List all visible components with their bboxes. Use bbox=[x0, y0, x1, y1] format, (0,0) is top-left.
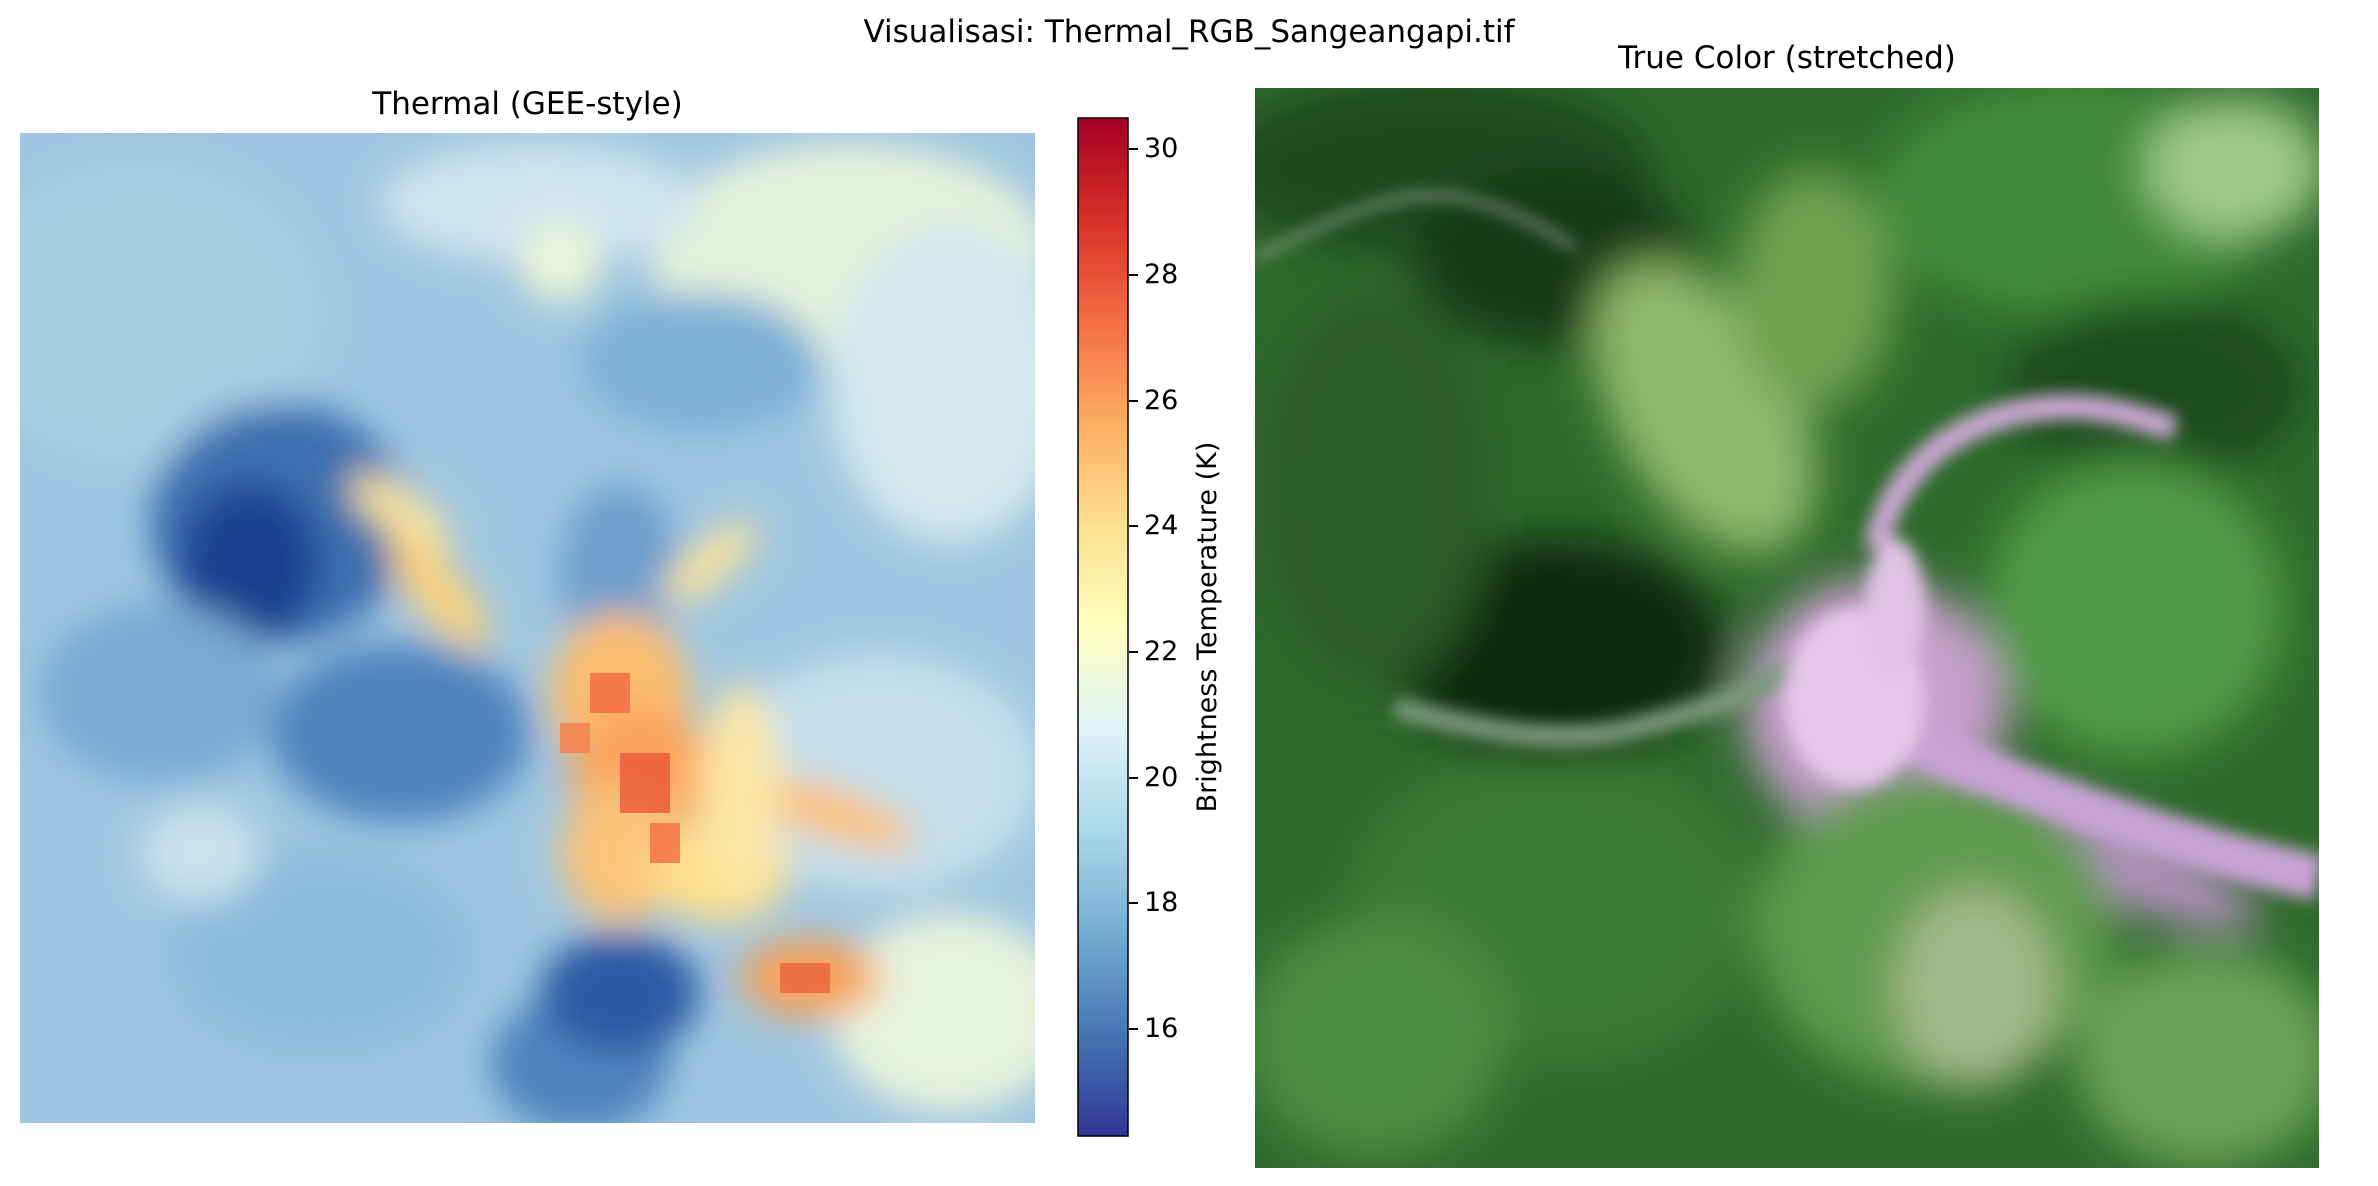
colorbar-tick-label: 20 bbox=[1144, 761, 1179, 793]
colorbar-tick bbox=[1129, 399, 1138, 402]
colorbar-tick bbox=[1129, 776, 1138, 779]
truecolor-panel-title: True Color (stretched) bbox=[1618, 40, 1956, 76]
thermal-panel-title: Thermal (GEE-style) bbox=[372, 86, 683, 122]
colorbar-tick-label: 22 bbox=[1144, 636, 1179, 668]
volcanic-flows bbox=[1255, 192, 2319, 901]
thermal-hotspots bbox=[560, 673, 830, 993]
colorbar-tick bbox=[1129, 1028, 1138, 1031]
thermal-field bbox=[20, 143, 1035, 1123]
colorbar-tick bbox=[1129, 525, 1138, 528]
colorbar-tick bbox=[1129, 902, 1138, 905]
colorbar-tick-label: 16 bbox=[1144, 1013, 1179, 1045]
colorbar-tick-label: 24 bbox=[1144, 510, 1179, 542]
thermal-heatmap bbox=[20, 133, 1035, 1123]
truecolor-image bbox=[1255, 88, 2319, 1168]
colorbar-tick-label: 30 bbox=[1144, 133, 1179, 165]
terrain-field bbox=[1255, 88, 2319, 1168]
colorbar-tick-label: 26 bbox=[1144, 384, 1179, 416]
colorbar-tick bbox=[1129, 651, 1138, 654]
thermal-colorbar bbox=[1077, 117, 1129, 1137]
colorbar-tick-label: 28 bbox=[1144, 259, 1179, 291]
colorbar-tick bbox=[1129, 148, 1138, 151]
colorbar-tick-label: 18 bbox=[1144, 887, 1179, 919]
colorbar-ticks: 16 18 20 22 24 26 28 30 bbox=[1129, 117, 1209, 1137]
figure-suptitle: Visualisasi: Thermal_RGB_Sangeangapi.tif bbox=[863, 14, 1515, 50]
colorbar-tick bbox=[1129, 274, 1138, 277]
